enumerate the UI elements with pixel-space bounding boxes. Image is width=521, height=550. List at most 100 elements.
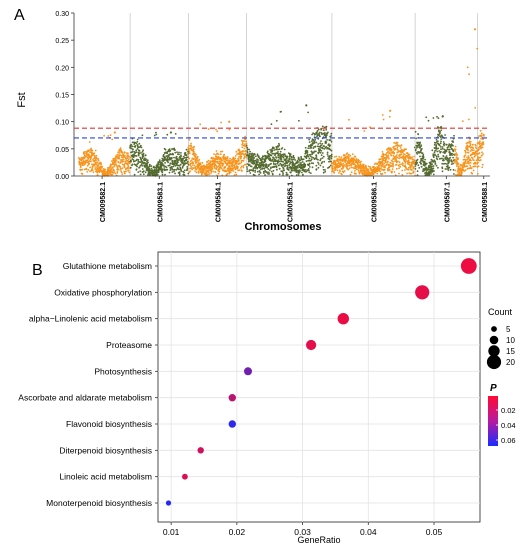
panel-a-snp-point xyxy=(184,152,187,154)
panel-a-snp-point xyxy=(240,155,243,158)
panel-a-snp-point xyxy=(312,157,315,159)
panel-a-snp-point xyxy=(157,171,160,174)
panel-a-snp-point xyxy=(275,165,278,168)
panel-a-snp-point xyxy=(443,144,445,147)
panel-a-snp-point xyxy=(483,135,485,137)
panel-a-snp-point xyxy=(407,154,409,157)
panel-a-snp-point xyxy=(259,172,262,174)
panel-a-snp-point xyxy=(228,128,231,131)
panel-a-snp-point xyxy=(122,158,125,161)
panel-a-snp-point xyxy=(282,156,285,159)
panel-a-snp-point xyxy=(342,165,345,168)
panel-a-snp-point xyxy=(264,171,267,173)
panel-a-snp-point xyxy=(157,163,160,166)
panel-a-snp-point xyxy=(480,134,483,137)
panel-a-snp-point xyxy=(325,146,328,148)
panel-a-snp-point xyxy=(308,166,311,168)
panel-a-snp-point xyxy=(380,158,383,160)
panel-a-snp-point xyxy=(240,167,242,169)
panel-a-snp-point xyxy=(217,157,220,160)
panel-a-snp-point xyxy=(129,156,132,159)
panel-a-snp-point xyxy=(80,159,83,162)
panel-a-snp-point xyxy=(224,160,227,163)
legend-p-label: 0.02 xyxy=(501,406,516,415)
panel-a-snp-point xyxy=(436,115,438,118)
panel-a-snp-point xyxy=(306,154,309,157)
panel-a-chromosome-label: CM009587.1 xyxy=(444,182,451,222)
panel-a-snp-point xyxy=(304,165,306,168)
panel-a-snp-point xyxy=(238,150,241,152)
panel-a-snp-point xyxy=(469,164,472,167)
panel-a-snp-point xyxy=(451,154,453,157)
panel-a-snp-point xyxy=(380,165,383,167)
panel-a-snp-point xyxy=(348,118,350,121)
panel-a-snp-point xyxy=(466,165,469,168)
panel-a-snp-point xyxy=(195,168,198,171)
panel-a-snp-point xyxy=(79,166,82,169)
panel-a-snp-point xyxy=(116,166,119,169)
panel-a-snp-point xyxy=(390,151,393,154)
panel-a-snp-point xyxy=(433,151,436,154)
panel-a-snp-point xyxy=(372,166,374,169)
panel-a-snp-point xyxy=(235,173,238,176)
panel-a-snp-point xyxy=(435,139,438,141)
panel-a-snp-point xyxy=(208,173,211,176)
panel-a-snp-point xyxy=(89,170,91,173)
panel-a-snp-point xyxy=(432,160,435,163)
panel-a-snp-point xyxy=(79,157,81,160)
panel-a-snp-point xyxy=(160,168,162,171)
panel-a-snp-point xyxy=(329,164,332,167)
panel-a-snp-point xyxy=(458,167,461,170)
panel-a-snp-point xyxy=(234,157,237,160)
panel-a-snp-point xyxy=(125,152,128,155)
panel-a-snp-point xyxy=(441,162,444,165)
panel-a-chromosome-CM009582.1 xyxy=(77,131,132,177)
panel-a-snp-point xyxy=(292,161,294,164)
panel-a-snp-point xyxy=(100,166,103,169)
panel-a-snp-point xyxy=(226,156,229,158)
panel-a-snp-point xyxy=(199,169,202,171)
panel-a-snp-point xyxy=(215,150,218,152)
panel-a-snp-point xyxy=(327,147,330,150)
panel-a-snp-point xyxy=(209,161,212,164)
panel-a-snp-point xyxy=(476,47,479,50)
panel-a-snp-point xyxy=(206,160,209,163)
panel-a-snp-point xyxy=(419,141,421,144)
panel-a-snp-point xyxy=(380,167,382,169)
panel-a-snp-point xyxy=(440,138,443,141)
panel-a-snp-point xyxy=(412,167,415,170)
panel-a-snp-point xyxy=(431,163,433,165)
panel-a-snp-point xyxy=(309,147,311,150)
panel-a-snp-point xyxy=(282,174,284,176)
panel-a-snp-point xyxy=(242,164,245,167)
panel-a-snp-point xyxy=(436,150,439,153)
panel-a-snp-point xyxy=(277,154,280,157)
panel-a-snp-point xyxy=(477,161,479,164)
panel-a-snp-point xyxy=(96,162,98,164)
panel-b-xtick-label: 0.01 xyxy=(163,527,180,537)
panel-a-threshold-lines xyxy=(74,127,490,139)
panel-a-snp-point xyxy=(410,172,412,175)
panel-a-snp-point xyxy=(287,160,290,163)
panel-a-snp-point xyxy=(110,168,113,171)
panel-a-snp-point xyxy=(164,173,166,176)
panel-b-point xyxy=(415,285,430,300)
panel-a-snp-point xyxy=(454,150,457,152)
panel-a-snp-point xyxy=(437,155,440,158)
panel-a-snp-point xyxy=(186,169,188,172)
panel-a-snp-point xyxy=(137,171,140,174)
panel-a-snp-point xyxy=(388,166,391,169)
panel-a-snp-point xyxy=(478,148,480,151)
legend-count-label: 20 xyxy=(506,358,515,367)
panel-a-chromosome-label: CM009585.1 xyxy=(287,182,294,222)
panel-a-snp-point xyxy=(384,160,387,163)
panel-a-snp-point xyxy=(468,118,470,121)
panel-a-snp-point xyxy=(376,170,379,173)
panel-a-snp-point xyxy=(253,162,256,165)
panel-a-snp-point xyxy=(369,126,371,128)
panel-a-snp-point xyxy=(275,156,278,159)
panel-a-snp-point xyxy=(312,162,315,165)
panel-a-snp-point xyxy=(382,154,385,156)
panel-a-snp-point xyxy=(342,162,345,165)
panel-a-snp-point xyxy=(108,167,110,170)
